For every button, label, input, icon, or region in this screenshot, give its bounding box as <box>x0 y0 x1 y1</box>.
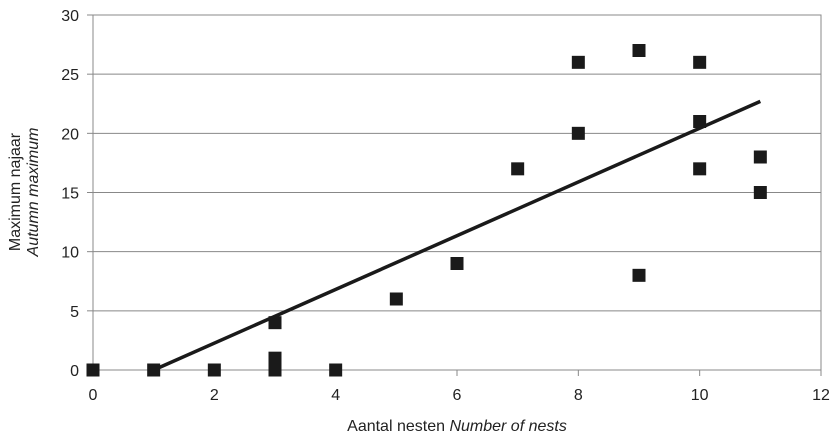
data-point <box>632 44 646 57</box>
x-tick-label: 8 <box>574 387 583 404</box>
x-axis: 0 2 4 6 8 10 12 <box>89 370 830 404</box>
data-point <box>147 363 161 377</box>
x-axis-title: Aantal nesten Number of nests <box>347 418 567 435</box>
data-point <box>86 363 100 377</box>
y-tick-label: 10 <box>61 245 79 262</box>
y-tick-label: 25 <box>61 67 79 84</box>
y-tick-label: 5 <box>70 304 79 321</box>
data-point <box>511 162 525 176</box>
data-point <box>329 363 343 377</box>
x-tick-label: 12 <box>812 387 830 404</box>
x-tick-label: 0 <box>89 387 98 404</box>
y-tick-label: 15 <box>61 186 79 203</box>
data-point <box>207 363 221 377</box>
data-point <box>753 186 767 199</box>
data-point <box>753 150 767 164</box>
x-tick-label: 10 <box>691 387 709 404</box>
data-point <box>268 363 282 377</box>
x-tick-label: 2 <box>210 387 219 404</box>
y-axis-title: Maximum najaar <box>7 132 24 251</box>
y-tick-label: 20 <box>61 126 79 143</box>
x-tick-label: 6 <box>453 387 462 404</box>
data-point <box>693 115 707 128</box>
y-tick-label: 30 <box>61 8 79 25</box>
data-point <box>268 351 282 365</box>
gridlines <box>93 73 821 312</box>
y-axis-title-italic: Autumn maximum <box>25 128 42 258</box>
data-point <box>693 162 707 176</box>
y-axis: 0 5 10 15 20 25 30 <box>61 8 93 380</box>
data-point <box>450 257 464 270</box>
x-tick-label: 4 <box>331 387 340 404</box>
data-point <box>389 292 403 306</box>
trendline <box>152 99 762 372</box>
data-point <box>571 55 585 69</box>
data-point <box>268 316 282 330</box>
data-point <box>571 126 585 140</box>
data-point <box>632 268 646 282</box>
y-tick-label: 0 <box>70 363 79 380</box>
data-points <box>86 44 767 377</box>
data-point <box>693 55 707 69</box>
